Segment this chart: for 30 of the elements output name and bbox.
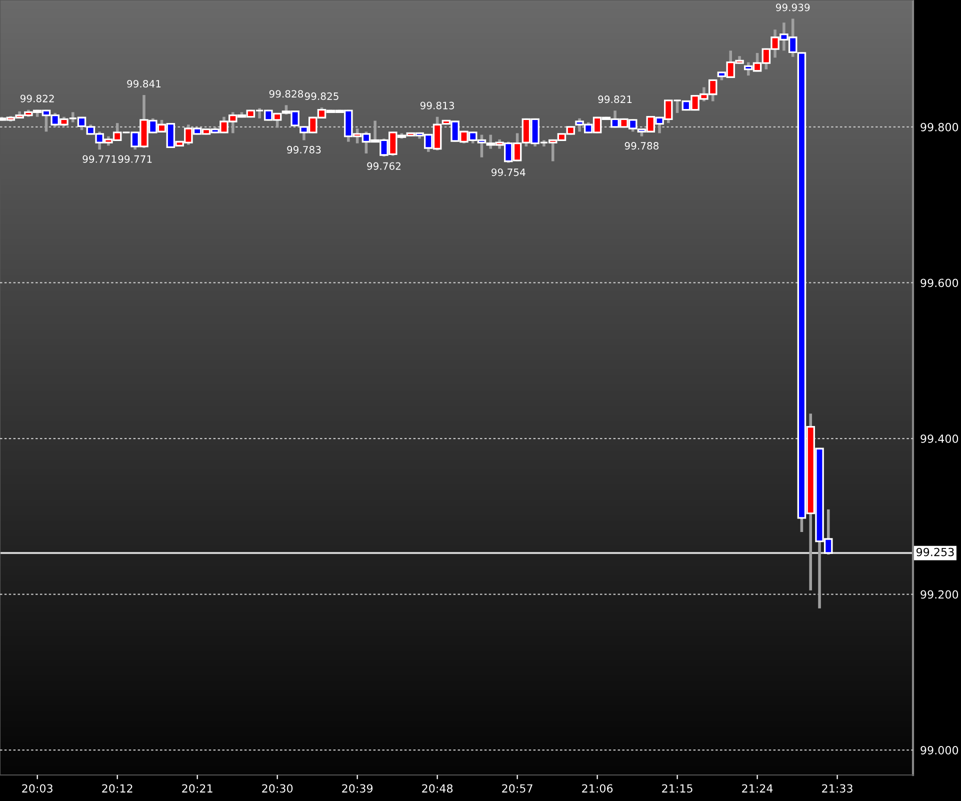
annotation: 99.783 [287,146,321,154]
x-tick-label: 21:33 [822,784,852,793]
y-tick-label: 99.400 [920,434,958,443]
annotation: 99.821 [598,96,632,104]
x-tick-label: 20:57 [502,784,532,793]
annotation: 99.771 [82,155,116,163]
y-tick-label: 99.600 [920,278,958,288]
y-tick-label: 99.200 [920,590,958,599]
annotation: 99.841 [127,80,161,88]
x-tick-label: 20:03 [22,784,52,793]
x-tick-label: 21:24 [742,784,773,792]
annotation: 99.828 [269,90,304,98]
x-tick-label: 21:06 [582,784,613,793]
x-tick-label: 20:30 [262,784,293,793]
x-tick-label: 20:21 [182,784,212,793]
y-tick-label: 99.000 [920,746,958,754]
ref-line-label: 99.253 [916,548,954,556]
annotation: 99.822 [20,94,54,102]
annotation: 99.754 [492,168,526,176]
annotation: 99.939 [776,4,810,12]
x-tick-label: 21:15 [662,784,692,793]
x-tick-label: 20:12 [102,784,132,793]
annotation: 99.771 [118,155,152,163]
annotation: 99.788 [624,142,659,150]
x-tick-label: 20:39 [342,784,373,793]
x-tick-label: 20:48 [422,784,453,793]
annotation: 99.813 [420,102,454,110]
annotation: 99.825 [304,92,338,100]
annotation: 99.762 [367,162,400,170]
y-tick-label: 99.800 [920,122,958,132]
